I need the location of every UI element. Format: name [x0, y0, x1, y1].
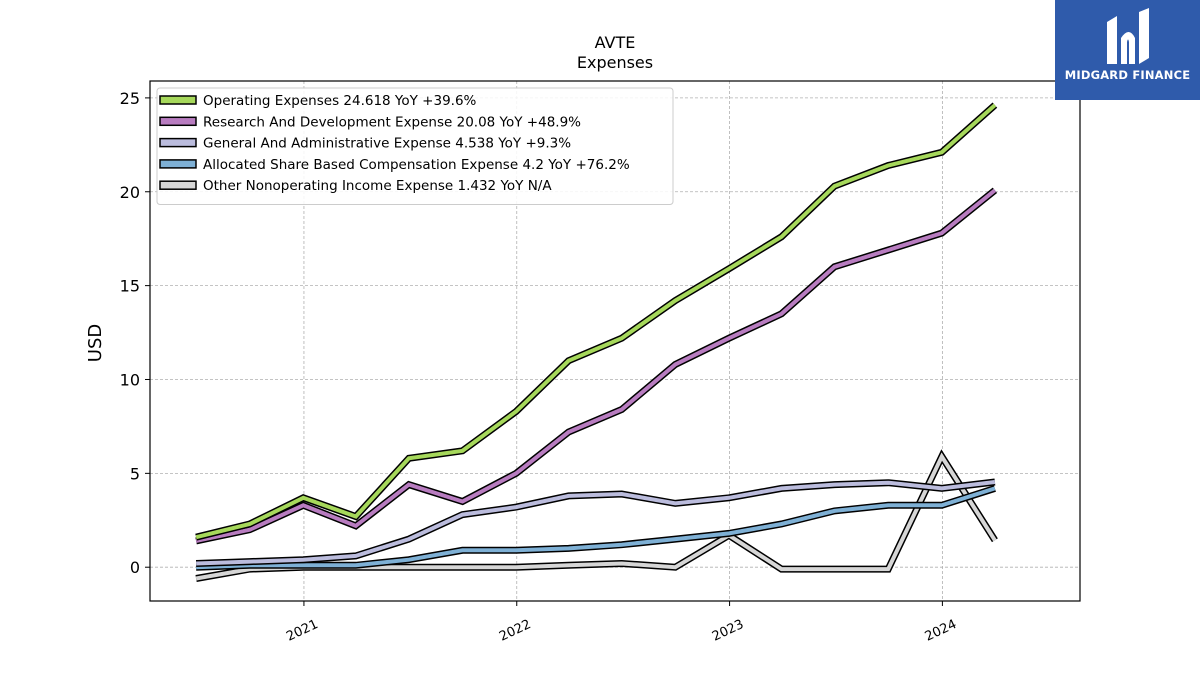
series-line-outline — [195, 187, 998, 545]
plot-area-frame — [149, 80, 1081, 602]
x-tick-label: 2022 — [497, 617, 533, 645]
y-tick-label: 20 — [120, 183, 140, 202]
x-tick-label: 2021 — [284, 617, 320, 645]
y-tick-label: 0 — [130, 558, 140, 577]
y-tick-label: 25 — [120, 89, 140, 108]
legend-swatch — [159, 180, 197, 190]
legend-label: Research And Development Expense 20.08 Y… — [203, 114, 581, 130]
y-tick-label: 10 — [120, 370, 140, 389]
legend-label: General And Administrative Expense 4.538… — [203, 136, 571, 152]
series-line — [195, 103, 997, 540]
x-tick-label: 2024 — [923, 617, 959, 645]
y-tick-label: 15 — [120, 277, 140, 296]
series-lines — [195, 102, 998, 582]
brand-name: MIDGARD FINANCE — [1064, 68, 1191, 82]
legend-swatch — [159, 137, 197, 148]
legend-label: Operating Expenses 24.618 YoY +39.6% — [203, 93, 477, 109]
brand-logo-icon — [1107, 8, 1149, 64]
legend-label: Other Nonoperating Income Expense 1.432 … — [203, 178, 552, 194]
brand-logo: MIDGARD FINANCE — [1055, 0, 1200, 100]
legend-swatch — [159, 95, 197, 105]
chart-title: AVTE — [595, 33, 636, 52]
y-axis-label: USD — [85, 324, 106, 362]
y-tick-label: 5 — [130, 464, 140, 483]
series-line — [196, 480, 996, 566]
legend-box — [156, 87, 674, 205]
series-line — [196, 486, 996, 570]
x-tick-label: 2023 — [710, 617, 746, 645]
legend: Operating Expenses 24.618 YoY +39.6% Rese… — [156, 87, 674, 205]
legend-swatch — [159, 116, 197, 127]
chart-subtitle: Expenses — [577, 53, 653, 72]
legend-swatch — [159, 159, 197, 169]
series-line — [195, 188, 997, 543]
legend-label: Allocated Share Based Compensation Expen… — [203, 157, 630, 173]
